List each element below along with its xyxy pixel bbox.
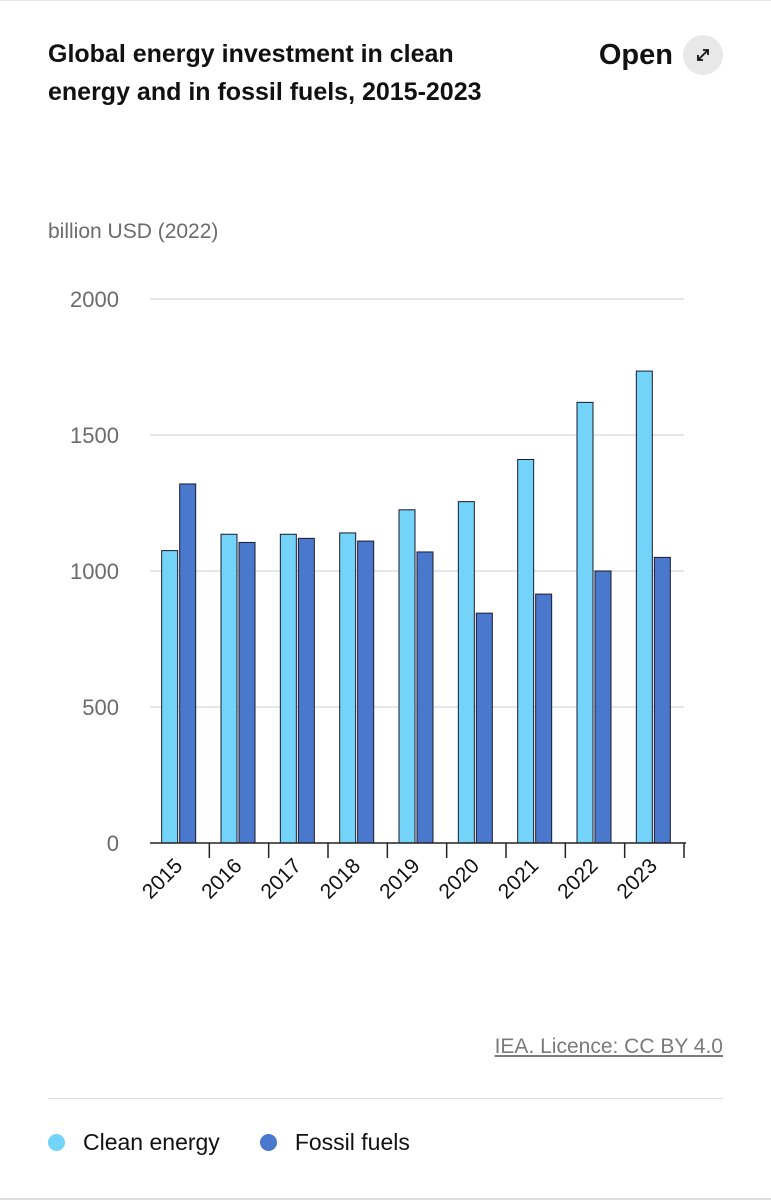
bar-clean-energy[interactable] [576, 401, 594, 844]
bar-clean-energy[interactable] [457, 501, 475, 844]
x-tick-label: 2020 [435, 854, 484, 903]
bar-chart: billion USD (2022) 0 500 1000 1500 2000 2015… [48, 220, 686, 904]
expand-arrows-icon [683, 35, 723, 75]
legend-swatch-fossil [259, 1134, 277, 1151]
legend-label-clean: Clean energy [83, 1129, 220, 1155]
x-axis: 2015 2016 2017 2018 2019 2020 2021 2022 2023 [138, 842, 686, 904]
divider [48, 1098, 723, 1099]
bars [161, 370, 671, 844]
x-tick-label: 2023 [613, 854, 662, 903]
bar-clean-energy[interactable] [220, 533, 238, 844]
x-tick-label: 2015 [138, 854, 187, 903]
bar-fossil-fuels[interactable] [238, 541, 256, 844]
bar-fossil-fuels[interactable] [297, 537, 315, 844]
y-tick-label: 1000 [70, 559, 119, 584]
bar-fossil-fuels[interactable] [535, 593, 553, 844]
x-tick-label: 2022 [553, 854, 602, 903]
bar-clean-energy[interactable] [398, 509, 416, 844]
x-tick-label: 2017 [257, 854, 306, 903]
y-tick-label: 500 [82, 695, 119, 720]
bar-clean-energy[interactable] [161, 550, 179, 844]
y-tick-label: 0 [107, 831, 119, 856]
legend-item-fossil[interactable]: Fossil fuels [259, 1129, 410, 1156]
legend-item-clean[interactable]: Clean energy [48, 1129, 220, 1156]
y-tick-labels: 0 500 1000 1500 2000 [70, 287, 119, 856]
x-tick-label: 2021 [494, 854, 543, 903]
y-tick-label: 1500 [70, 423, 119, 448]
legend-label-fossil: Fossil fuels [294, 1129, 410, 1155]
bar-clean-energy[interactable] [517, 458, 535, 844]
source-link[interactable]: IEA. Licence: CC BY 4.0 [494, 1035, 723, 1058]
bar-fossil-fuels[interactable] [416, 551, 434, 844]
x-tick-label: 2016 [197, 854, 246, 903]
open-label: Open [598, 38, 673, 71]
bar-fossil-fuels[interactable] [179, 483, 197, 844]
bar-fossil-fuels[interactable] [594, 570, 612, 844]
bar-clean-energy[interactable] [635, 370, 653, 844]
bar-fossil-fuels[interactable] [475, 612, 493, 844]
bar-fossil-fuels[interactable] [653, 556, 671, 844]
legend: Clean energy Fossil fuels [48, 1129, 450, 1156]
chart-title: Global energy investment in clean energy… [48, 40, 482, 106]
legend-swatch-clean [48, 1134, 65, 1151]
x-tick-label: 2019 [375, 854, 424, 903]
open-button[interactable]: Open [599, 35, 723, 75]
y-tick-label: 2000 [70, 287, 119, 312]
bar-clean-energy[interactable] [279, 533, 297, 844]
bar-fossil-fuels[interactable] [357, 540, 375, 844]
x-tick-label: 2018 [316, 854, 365, 903]
y-axis-label: billion USD (2022) [48, 220, 218, 243]
bar-clean-energy[interactable] [339, 532, 357, 844]
